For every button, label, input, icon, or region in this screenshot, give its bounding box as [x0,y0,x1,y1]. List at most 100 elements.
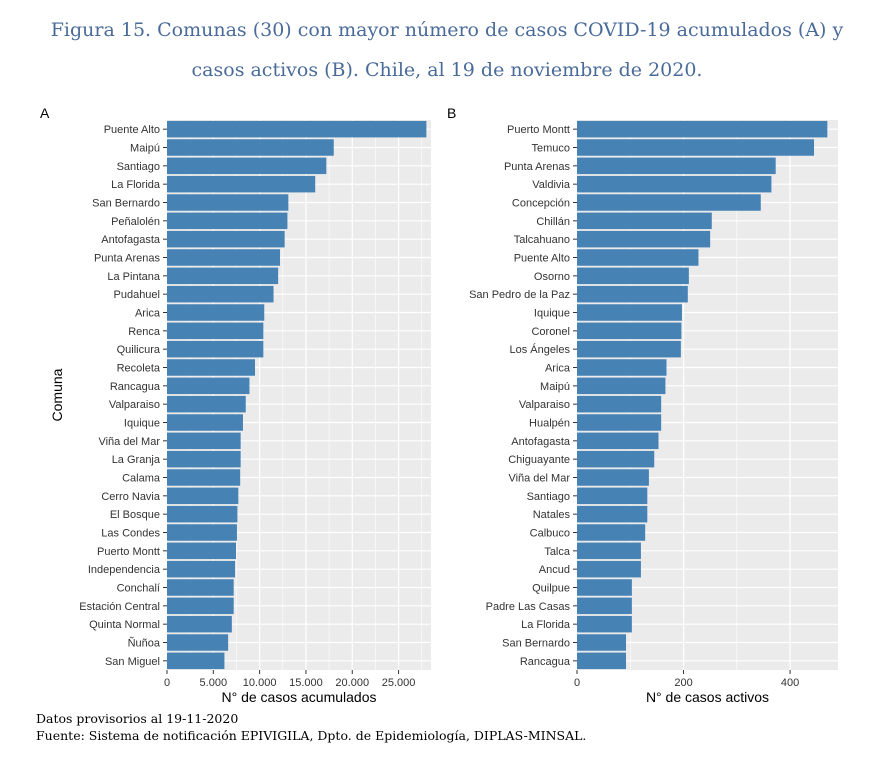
chart-b-bar [577,139,815,156]
chart-b-category-label: Arica [545,363,571,375]
chart-b-bar [577,267,689,285]
chart-b-category-label: Maipú [540,381,570,393]
chart-a-category-label: Recoleta [117,363,161,375]
chart-b-bar [577,615,632,633]
chart-b-bar [577,450,655,468]
chart-a-panel-label: A [40,105,50,121]
chart-a-bar [167,359,255,376]
chart-b-category-label: Talcahuano [514,234,570,246]
chart-b-category-label: Osorno [534,271,570,283]
chart-a-category-label: La Granja [112,454,161,466]
chart-b-category-label: Santiago [527,491,570,503]
chart-a-bar [167,395,246,413]
chart-a-category-label: Pudahuel [114,289,161,301]
chart-b-category-label: Quilpue [532,583,570,595]
chart-a-bar [167,652,225,670]
chart-b-category-label: Puente Alto [514,253,570,265]
chart-b-category-label: San Pedro de la Paz [469,289,570,301]
chart-a-bar [167,634,229,651]
chart-a-category-label: La Florida [111,179,161,191]
chart-a-x-tick-label: 0 [164,677,170,689]
chart-a-x-tick-label: 5.000 [200,677,228,689]
chart-a-category-label: Puerto Montt [97,546,160,558]
chart-b-bar [577,432,659,450]
chart-b-x-tick-label: 200 [674,677,692,689]
chart-a-category-label: Antofagasta [101,234,161,246]
chart-a-category-label: Maipú [130,143,160,155]
chart-b-category-label: Antofagasta [511,436,571,448]
chart-a-category-label: Quilicura [117,344,161,356]
chart-b-bar [577,560,641,578]
chart-b-category-label: Talca [544,546,571,558]
chart-b-category-label: Viña del Mar [508,473,570,485]
chart-a-bar [167,432,241,450]
chart-a-bar [167,542,237,560]
chart-b-category-label: Valparaiso [519,399,570,411]
chart-b-bar [577,634,627,651]
chart-b-category-label: Rancagua [520,656,571,668]
chart-a-category-label: Renca [128,326,161,338]
chart-b-category-label: La Florida [521,619,571,631]
chart-a-panel-background [167,120,431,670]
chart-a-category-label: Iquique [124,418,160,430]
chart-a-bar [167,120,427,138]
chart-a-category-label: Conchalí [117,583,160,595]
chart-b-category-label: Calbuco [530,528,570,540]
chart-a-category-label: Arica [135,308,161,320]
chart-a-bar [167,139,334,156]
chart-a-bar [167,414,243,431]
chart-a-x-tick-label: 20.000 [335,677,369,689]
chart-b-bar [577,359,667,376]
chart-b-bar [577,414,662,431]
chart-b-bar [577,487,648,505]
chart-a-category-label: Independencia [88,564,161,576]
chart-b-category-label: Valdivia [532,179,571,191]
chart-a-bar [167,175,316,193]
chart-a-bar [167,505,238,523]
chart-a-x-tick-label: 10.000 [243,677,277,689]
chart-b-bar [577,249,699,266]
chart-b-bar [577,230,711,248]
chart-b-category-label: Natales [533,509,571,521]
chart-a-bar [167,249,281,266]
chart-b-x-tick-label: 400 [781,677,799,689]
chart-b-bar [577,340,681,358]
chart-b-bar [577,377,666,395]
chart-a-bar [167,560,236,578]
chart-b-bar [577,652,627,670]
chart-b-bar [577,285,688,303]
chart-a-bar [167,267,279,285]
chart-b-x-tick-label: 0 [574,677,580,689]
chart-a-bar [167,469,241,486]
chart-b-category-label: Chillán [536,216,570,228]
chart-b-category-label: San Bernardo [502,638,570,650]
chart-a-category-label: El Bosque [110,509,160,521]
chart-b-category-label: Iquique [534,308,570,320]
chart-b-category-label: Hualpén [529,418,570,430]
chart-a-x-tick-label: 25.000 [382,677,416,689]
chart-a-category-label: San Bernardo [92,198,160,210]
chart-b-bar [577,322,682,340]
chart-b-bar [577,157,776,175]
chart-a-bar [167,230,285,248]
chart-a-bar [167,377,250,395]
chart-a-bar [167,322,264,340]
chart-a-category-label: Rancagua [110,381,161,393]
chart-a-category-label: Quinta Normal [89,619,160,631]
figure-title-line-2: casos activos (B). Chile, al 19 de novie… [191,59,703,81]
chart-a-bar [167,597,234,615]
chart-b-category-label: Punta Arenas [504,161,571,173]
chart-a-category-label: La Pintana [107,271,160,283]
chart-b-bar [577,524,646,541]
chart-a-bar [167,340,264,358]
chart-b-category-label: Temuco [531,143,570,155]
chart-a-category-label: Las Condes [101,528,160,540]
chart-a-bar [167,285,274,303]
chart-a-bar [167,450,241,468]
chart-b-bar [577,597,632,615]
chart-a-y-axis-title: Comuna [49,368,65,421]
chart-b-panel-background [577,120,838,670]
chart-b-bar [577,505,648,523]
chart-b-bar [577,304,682,321]
chart-a-category-label: Estación Central [79,601,160,613]
